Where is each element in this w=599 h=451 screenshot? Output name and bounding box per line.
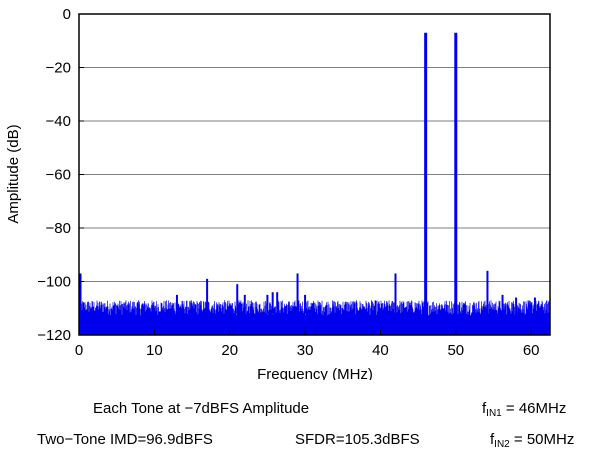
- x-tick-label-2: 20: [221, 342, 238, 359]
- noise-trace: [78, 300, 551, 335]
- fft-chart: 0 10 20 30 40 50 60 0 −20 −40 −60 −80 −100 −120 Freq…: [5, 6, 551, 380]
- x-tick-label-1: 10: [146, 342, 163, 359]
- y-tick-label-4: −80: [46, 220, 71, 237]
- y-tick-label-6: −120: [37, 327, 71, 344]
- y-tick-label-1: −20: [46, 60, 71, 77]
- fin1-prefix: f: [482, 400, 487, 417]
- fin2-subscript: IN2: [494, 439, 510, 450]
- fin1-value: = 46MHz: [501, 400, 567, 417]
- imd-note: Two−Tone IMD=96.9dBFS: [37, 431, 213, 448]
- noise-floor: [78, 300, 551, 335]
- x-tick-label-5: 50: [447, 342, 464, 359]
- y-axis-label: Amplitude (dB): [5, 124, 22, 223]
- y-tick-label-0: 0: [63, 6, 71, 23]
- x-tick-label-4: 40: [372, 342, 389, 359]
- x-axis-label: Frequency (MHz): [257, 366, 373, 380]
- x-tick-label-6: 60: [523, 342, 540, 359]
- x-tick-label-3: 30: [297, 342, 314, 359]
- y-tick-label-5: −100: [37, 274, 71, 291]
- y-tick-labels: 0 −20 −40 −60 −80 −100 −120: [37, 6, 71, 344]
- axis-ticks: [78, 13, 532, 336]
- y-tick-label-3: −60: [46, 167, 71, 184]
- spectral-peaks: [79, 32, 536, 314]
- fin1-subscript: IN1: [486, 408, 502, 419]
- grid-lines: [79, 67, 550, 282]
- fin2-prefix: f: [490, 431, 495, 448]
- fin2-value: = 50MHz: [509, 431, 575, 448]
- sfdr-note: SFDR=105.3dBFS: [295, 431, 420, 448]
- fin2-label: fIN2 = 50MHz: [490, 431, 574, 450]
- x-tick-label-0: 0: [75, 342, 83, 359]
- y-tick-label-2: −40: [46, 113, 71, 130]
- fin1-label: fIN1 = 46MHz: [482, 400, 566, 419]
- x-tick-labels: 0 10 20 30 40 50 60: [75, 342, 540, 359]
- tone-amplitude-note: Each Tone at −7dBFS Amplitude: [93, 400, 310, 417]
